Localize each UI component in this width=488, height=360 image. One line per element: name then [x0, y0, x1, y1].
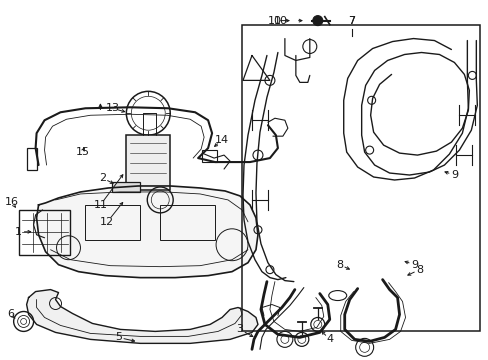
- Circle shape: [312, 15, 322, 26]
- Bar: [19, 210, 70, 255]
- Text: 1: 1: [15, 227, 22, 237]
- Bar: [160, 205, 215, 240]
- Text: 15: 15: [75, 147, 89, 157]
- Bar: [126, 135, 170, 190]
- Text: 13: 13: [105, 103, 119, 113]
- Text: 12: 12: [100, 217, 114, 227]
- Text: 7: 7: [347, 15, 354, 26]
- Text: 5: 5: [115, 332, 122, 342]
- Text: 2: 2: [99, 173, 106, 183]
- Bar: [85, 205, 140, 240]
- Text: 14: 14: [215, 135, 229, 145]
- Text: 4: 4: [325, 334, 333, 345]
- Text: 11: 11: [93, 200, 107, 210]
- Text: 10: 10: [273, 15, 287, 26]
- Text: 6: 6: [7, 310, 14, 319]
- Text: 8: 8: [415, 265, 422, 275]
- Text: 9: 9: [450, 170, 457, 180]
- Bar: [242, 24, 479, 332]
- Polygon shape: [37, 186, 258, 278]
- Bar: [26, 148, 37, 170]
- Text: 3: 3: [236, 324, 243, 334]
- Text: 16: 16: [5, 197, 19, 207]
- Text: 8: 8: [335, 260, 343, 270]
- Bar: [202, 150, 217, 162]
- Polygon shape: [26, 289, 258, 343]
- Text: 9: 9: [410, 260, 417, 270]
- Bar: [112, 182, 140, 192]
- Text: 10: 10: [267, 15, 282, 26]
- Text: 7: 7: [347, 15, 354, 26]
